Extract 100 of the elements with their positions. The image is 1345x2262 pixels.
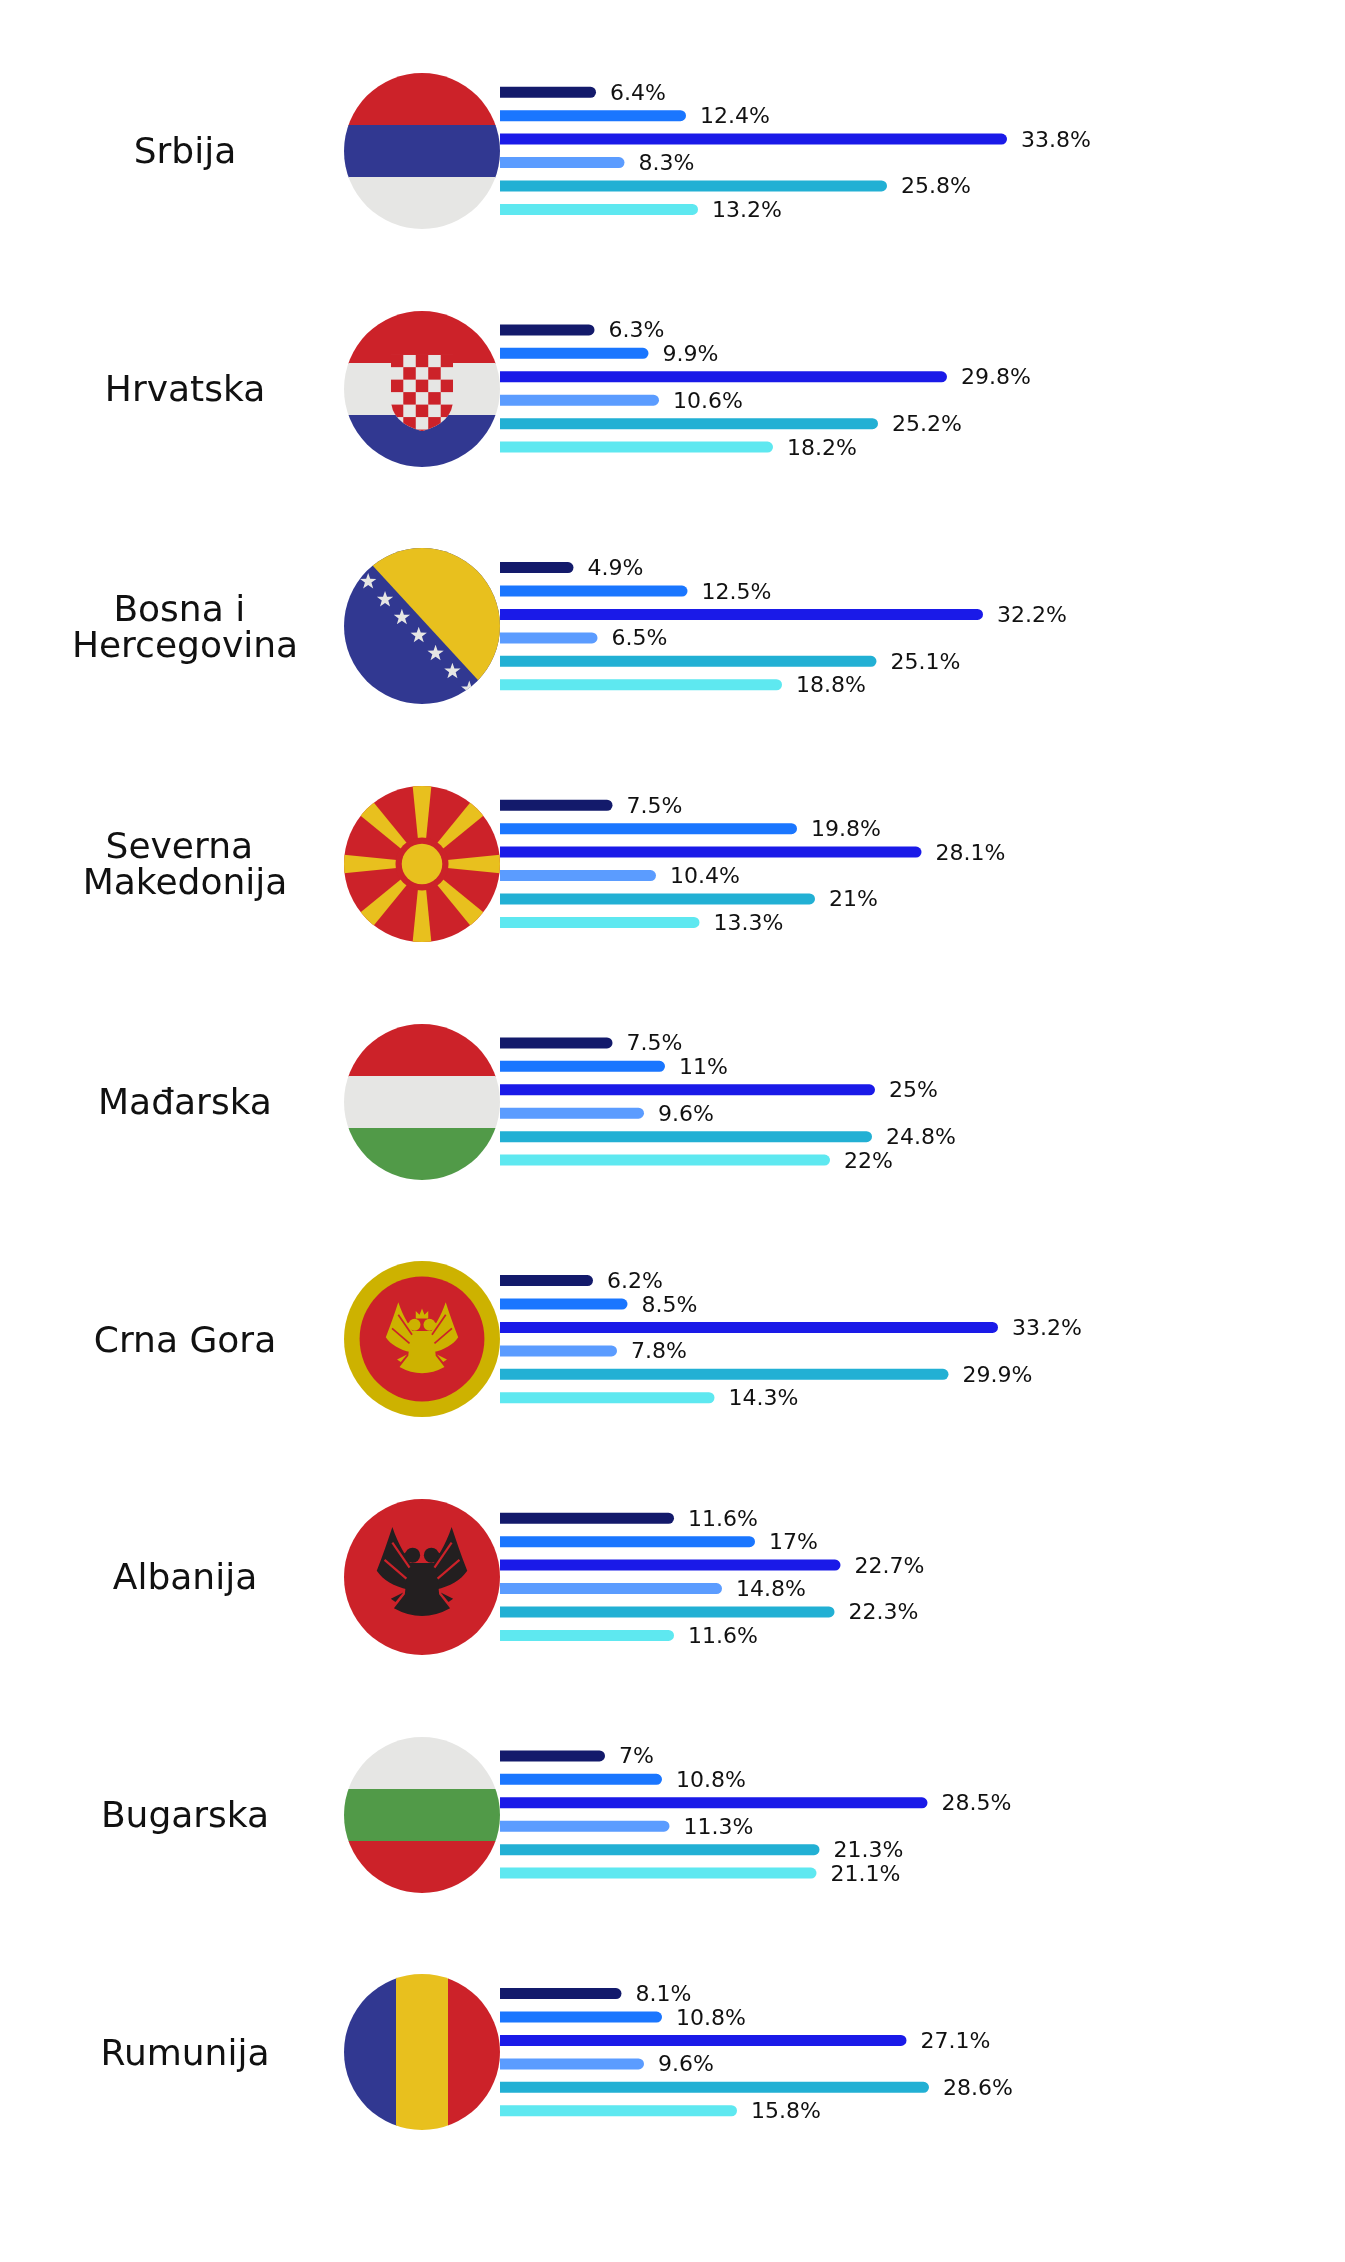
bar bbox=[500, 846, 922, 858]
data-label: 25.8% bbox=[901, 173, 971, 199]
data-label: 9.6% bbox=[658, 2051, 714, 2077]
data-label: 11.3% bbox=[683, 1813, 754, 1839]
data-label: 33.8% bbox=[1021, 126, 1091, 152]
y-tick-label: Mađarska bbox=[98, 1081, 272, 1122]
data-label: 33.2% bbox=[1012, 1314, 1082, 1340]
bar bbox=[500, 1275, 593, 1287]
bar bbox=[500, 1298, 628, 1310]
bar bbox=[500, 1867, 817, 1879]
data-label: 4.9% bbox=[587, 555, 644, 581]
data-label: 14.3% bbox=[728, 1385, 799, 1411]
bar bbox=[500, 371, 947, 383]
y-tick-label: Hrvatska bbox=[104, 368, 266, 409]
bar bbox=[500, 893, 815, 905]
bar bbox=[500, 418, 878, 430]
bar bbox=[500, 1037, 613, 1049]
bar bbox=[500, 1536, 755, 1548]
data-label: 28.6% bbox=[943, 2074, 1013, 2100]
bar bbox=[500, 1107, 644, 1119]
data-label: 28.5% bbox=[941, 1790, 1012, 1816]
bar bbox=[500, 394, 659, 406]
data-label: 32.2% bbox=[997, 601, 1067, 627]
bar bbox=[500, 1084, 875, 1096]
data-label: 29.8% bbox=[961, 364, 1031, 390]
data-label: 6.4% bbox=[610, 79, 666, 105]
data-label: 18.2% bbox=[787, 434, 857, 460]
bar bbox=[500, 157, 625, 169]
bar bbox=[500, 1345, 617, 1357]
data-label: 10.8% bbox=[676, 2004, 746, 2030]
data-label: 13.2% bbox=[712, 196, 782, 222]
data-label: 7.8% bbox=[631, 1338, 687, 1364]
data-label: 9.9% bbox=[662, 340, 719, 366]
data-label: 22% bbox=[844, 1147, 893, 1173]
data-label: 22.7% bbox=[854, 1552, 925, 1578]
bar bbox=[500, 441, 773, 453]
data-label: 24.8% bbox=[886, 1124, 956, 1150]
bar bbox=[500, 133, 1007, 145]
data-label: 18.8% bbox=[796, 672, 866, 698]
data-label: 6.3% bbox=[608, 317, 665, 343]
bar bbox=[500, 110, 686, 122]
data-label: 10.8% bbox=[676, 1766, 746, 1792]
bar bbox=[500, 1060, 665, 1072]
data-label: 14.8% bbox=[736, 1576, 806, 1602]
data-label: 22.3% bbox=[848, 1599, 919, 1625]
data-label: 7.5% bbox=[626, 792, 683, 818]
bar bbox=[500, 916, 700, 928]
bar bbox=[500, 347, 649, 359]
bar bbox=[500, 2105, 737, 2117]
data-label: 17% bbox=[769, 1529, 818, 1555]
data-label: 12.4% bbox=[700, 103, 770, 129]
bar bbox=[500, 1606, 835, 1618]
bar bbox=[500, 324, 595, 336]
data-label: 21% bbox=[829, 886, 878, 912]
bar bbox=[500, 1750, 605, 1762]
bar bbox=[500, 632, 598, 644]
bar bbox=[500, 2058, 644, 2070]
data-label: 29.9% bbox=[962, 1361, 1033, 1387]
data-label: 15.8% bbox=[751, 2098, 821, 2124]
data-label: 10.4% bbox=[670, 863, 740, 889]
y-tick-label: Bosna i Hercegovina bbox=[71, 587, 299, 665]
bar bbox=[500, 1321, 998, 1333]
data-label: 11% bbox=[679, 1053, 728, 1079]
bar bbox=[500, 870, 656, 882]
data-label: 9.6% bbox=[658, 1100, 714, 1126]
data-label: 8.3% bbox=[638, 150, 695, 176]
bar bbox=[500, 1131, 872, 1143]
y-tick-label: Severna Makedonija bbox=[82, 825, 288, 903]
y-tick-label: Bugarska bbox=[100, 1794, 270, 1835]
y-tick-label: Srbija bbox=[133, 130, 237, 172]
bar bbox=[500, 655, 877, 667]
data-label: 11.6% bbox=[688, 1622, 758, 1648]
bar bbox=[500, 1368, 949, 1380]
bar bbox=[500, 1820, 670, 1832]
data-label: 21.1% bbox=[830, 1860, 901, 1886]
y-tick-label: Albanija bbox=[112, 1556, 258, 1598]
bar bbox=[500, 823, 797, 835]
data-label: 6.5% bbox=[611, 625, 668, 651]
data-label: 21.3% bbox=[833, 1837, 904, 1863]
bar bbox=[500, 86, 596, 98]
bar bbox=[500, 585, 688, 597]
data-label: 7% bbox=[619, 1743, 654, 1769]
bar bbox=[500, 1629, 674, 1641]
bar bbox=[500, 562, 574, 574]
data-label: 11.6% bbox=[688, 1505, 758, 1531]
bar bbox=[500, 1844, 820, 1856]
bar bbox=[500, 1559, 841, 1571]
data-label: 7.5% bbox=[626, 1030, 683, 1056]
data-label: 28.1% bbox=[935, 839, 1006, 865]
y-tick-label: Rumunija bbox=[100, 2031, 270, 2073]
bar bbox=[500, 799, 613, 811]
bar bbox=[500, 1583, 722, 1595]
data-label: 12.5% bbox=[701, 578, 772, 604]
data-label: 25.1% bbox=[890, 648, 961, 674]
data-label: 25% bbox=[889, 1077, 938, 1103]
bar bbox=[500, 1797, 928, 1809]
y-tick-label: Crna Gora bbox=[93, 1318, 277, 1360]
data-label: 25.2% bbox=[892, 411, 962, 437]
bar bbox=[500, 679, 782, 691]
data-label: 19.8% bbox=[811, 816, 881, 842]
